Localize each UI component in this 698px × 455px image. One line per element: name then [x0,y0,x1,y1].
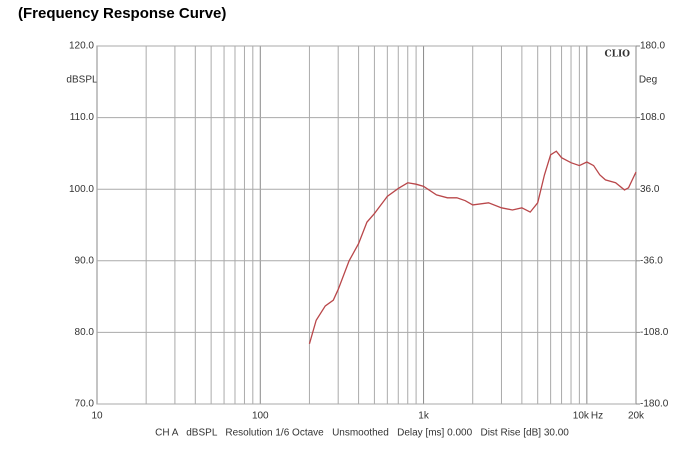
y-tick-label: 70.0 [75,399,95,410]
x-tick-label: 1k [418,411,430,422]
y2-tick-label: -36.0 [640,255,663,266]
x-tick-label: 20k [628,411,645,422]
y2-axis-label: Deg [639,75,657,86]
y-tick-label: 90.0 [75,255,95,266]
footer: CH A dBSPL Resolution 1/6 Octave Unsmoot… [155,428,569,439]
y2-tick-label: 180.0 [640,41,665,52]
y-tick-label: 100.0 [69,184,94,195]
y-axis-label: dBSPL [66,75,98,86]
chart-title: (Frequency Response Curve) [18,5,226,22]
y2-tick-label: 108.0 [640,112,665,123]
x-unit: Hz [591,411,603,422]
y2-tick-label: -108.0 [640,327,669,338]
x-tick-label: 10k [573,411,590,422]
y2-tick-label: -180.0 [640,399,669,410]
brand-label: CLIO [604,50,630,60]
y-tick-label: 120.0 [69,41,94,52]
x-tick-label: 100 [252,411,269,422]
response-curve [308,150,637,345]
y-tick-label: 110.0 [70,112,95,123]
x-tick-label: 10 [91,411,103,422]
y-tick-label: 80.0 [75,327,95,338]
y2-tick-label: 36.0 [640,184,660,195]
